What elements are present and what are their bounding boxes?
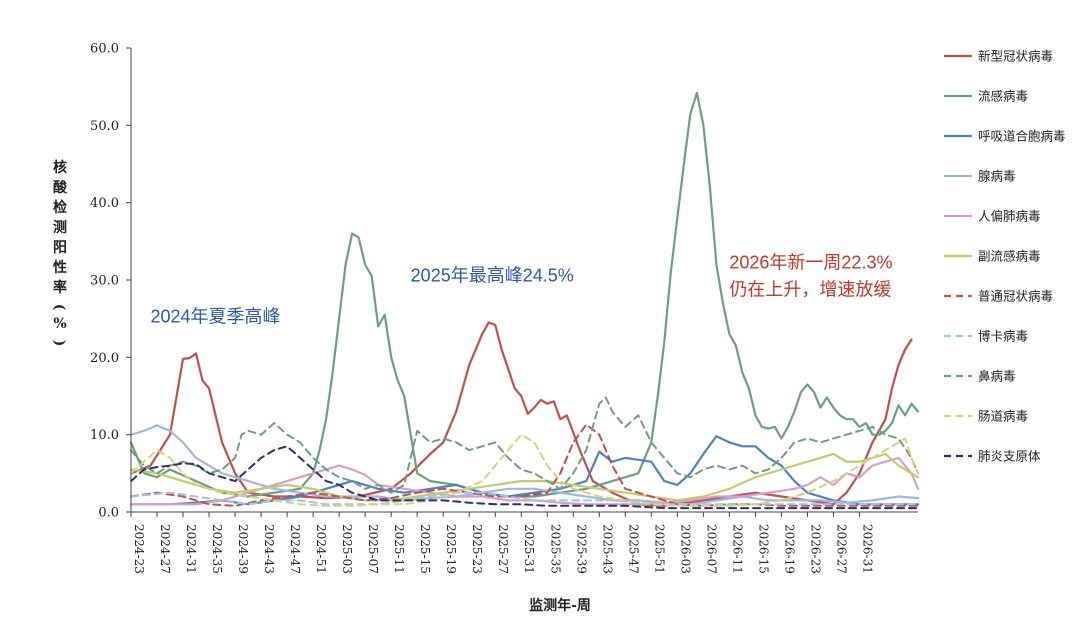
x-tick-label: 2025-43 (600, 524, 614, 574)
legend-label: 新型冠状病毒 (978, 49, 1053, 64)
y-tick-labels: 0.0 10.0 20.0 30.0 40.0 50.0 60.0 (90, 42, 119, 521)
series-line-2 (129, 435, 920, 506)
x-tick-label: 2026-03 (678, 524, 692, 574)
x-tick-label: 2024-31 (184, 524, 198, 574)
x-tick-label: 2026-11 (730, 524, 744, 574)
x-tick-labels: 2024-23 2024-27 2024-31 2024-35 2024-39 2024-… (132, 524, 874, 574)
x-tick-label: 2024-39 (236, 524, 250, 574)
series-line-5 (129, 452, 920, 502)
axes (126, 47, 918, 517)
y-tick-label: 10.0 (90, 428, 119, 443)
x-tick-label: 2024-27 (158, 524, 172, 574)
x-tick-label: 2024-35 (210, 524, 224, 574)
x-tick-label: 2024-51 (314, 524, 328, 574)
y-tick-label: 20.0 (90, 351, 119, 366)
x-tick-label: 2025-07 (366, 524, 380, 574)
chart-annotation: 2025年最高峰24.5% (411, 266, 574, 286)
legend-label: 肺炎支原体 (978, 449, 1041, 464)
x-tick-label: 2025-11 (392, 524, 406, 574)
y-tick-label: 60.0 (90, 42, 119, 57)
y-axis-title-char: ) (51, 340, 67, 347)
series-line-8 (130, 396, 919, 494)
x-tick-label: 2026-31 (860, 524, 874, 574)
legend-label: 普通冠状病毒 (978, 289, 1053, 304)
legend-label: 流感病毒 (978, 89, 1028, 104)
x-tick-label: 2025-31 (522, 524, 536, 574)
x-tick-label: 2025-15 (418, 524, 432, 574)
y-axis-title-char: % (53, 316, 66, 332)
y-tick-label: 30.0 (90, 274, 119, 289)
y-axis-title-char: 酸 (53, 179, 68, 196)
x-tick-label: 2026-19 (782, 524, 796, 574)
legend-label: 博卡病毒 (978, 329, 1028, 344)
legend: 新型冠状病毒流感病毒呼吸道合胞病毒腺病毒人偏肺病毒副流感病毒普通冠状病毒博卡病毒… (944, 49, 1066, 464)
y-tick-label: 50.0 (90, 119, 119, 134)
x-tick-label: 2024-23 (132, 524, 146, 574)
chart-annotation: 仍在上升，增速放缓 (729, 279, 891, 299)
chart-annotation: 2024年夏季高峰 (151, 307, 281, 327)
x-tick-label: 2025-47 (626, 524, 640, 574)
legend-label: 肠道病毒 (978, 409, 1028, 424)
series-line-0 (129, 321, 913, 507)
x-tick-label: 2025-39 (574, 524, 588, 574)
x-tick-label: 2025-03 (340, 524, 354, 574)
y-axis-title-char: 率 (53, 279, 67, 296)
annotations: 2024年夏季高峰 2025年最高峰24.5% 2026年新一周22.3% 仍在上升，… (151, 252, 893, 326)
legend-label: 腺病毒 (978, 169, 1016, 184)
y-axis-title-char: ( (51, 304, 67, 311)
x-tick-label: 2024-43 (262, 524, 276, 574)
y-tick-label: 40.0 (90, 196, 119, 211)
x-tick-label: 2024-47 (288, 524, 302, 574)
x-axis-title: 监测年-周 (529, 597, 591, 614)
y-axis-title-char: 检 (53, 199, 67, 216)
y-axis-title-char: 测 (53, 219, 67, 236)
series-line-9 (130, 433, 919, 507)
legend-label: 人偏肺病毒 (978, 209, 1041, 224)
x-tick-label: 2026-07 (704, 524, 718, 574)
chart-annotation: 2026年新一周22.3% (729, 252, 892, 272)
series-lines (129, 91, 920, 510)
x-tick-label: 2025-23 (470, 524, 484, 574)
legend-label: 呼吸道合胞病毒 (978, 129, 1066, 144)
series-line-10 (130, 445, 919, 510)
y-axis-title-char: 核 (53, 159, 67, 176)
x-tick-label: 2025-27 (496, 524, 510, 574)
legend-label: 鼻病毒 (978, 369, 1016, 384)
y-axis-title-char: 性 (53, 259, 67, 276)
series-line-1 (129, 91, 920, 498)
y-axis-title-char: 阳 (53, 240, 67, 256)
y-tick-label: 0.0 (98, 506, 119, 521)
x-tick-label: 2026-15 (756, 524, 770, 574)
legend-label: 副流感病毒 (978, 249, 1041, 264)
x-tick-label: 2026-27 (834, 524, 848, 574)
x-tick-label: 2026-23 (808, 524, 822, 574)
x-tick-label: 2025-51 (652, 524, 666, 574)
x-tick-label: 2025-19 (444, 524, 458, 574)
x-tick-label: 2025-35 (548, 524, 562, 574)
